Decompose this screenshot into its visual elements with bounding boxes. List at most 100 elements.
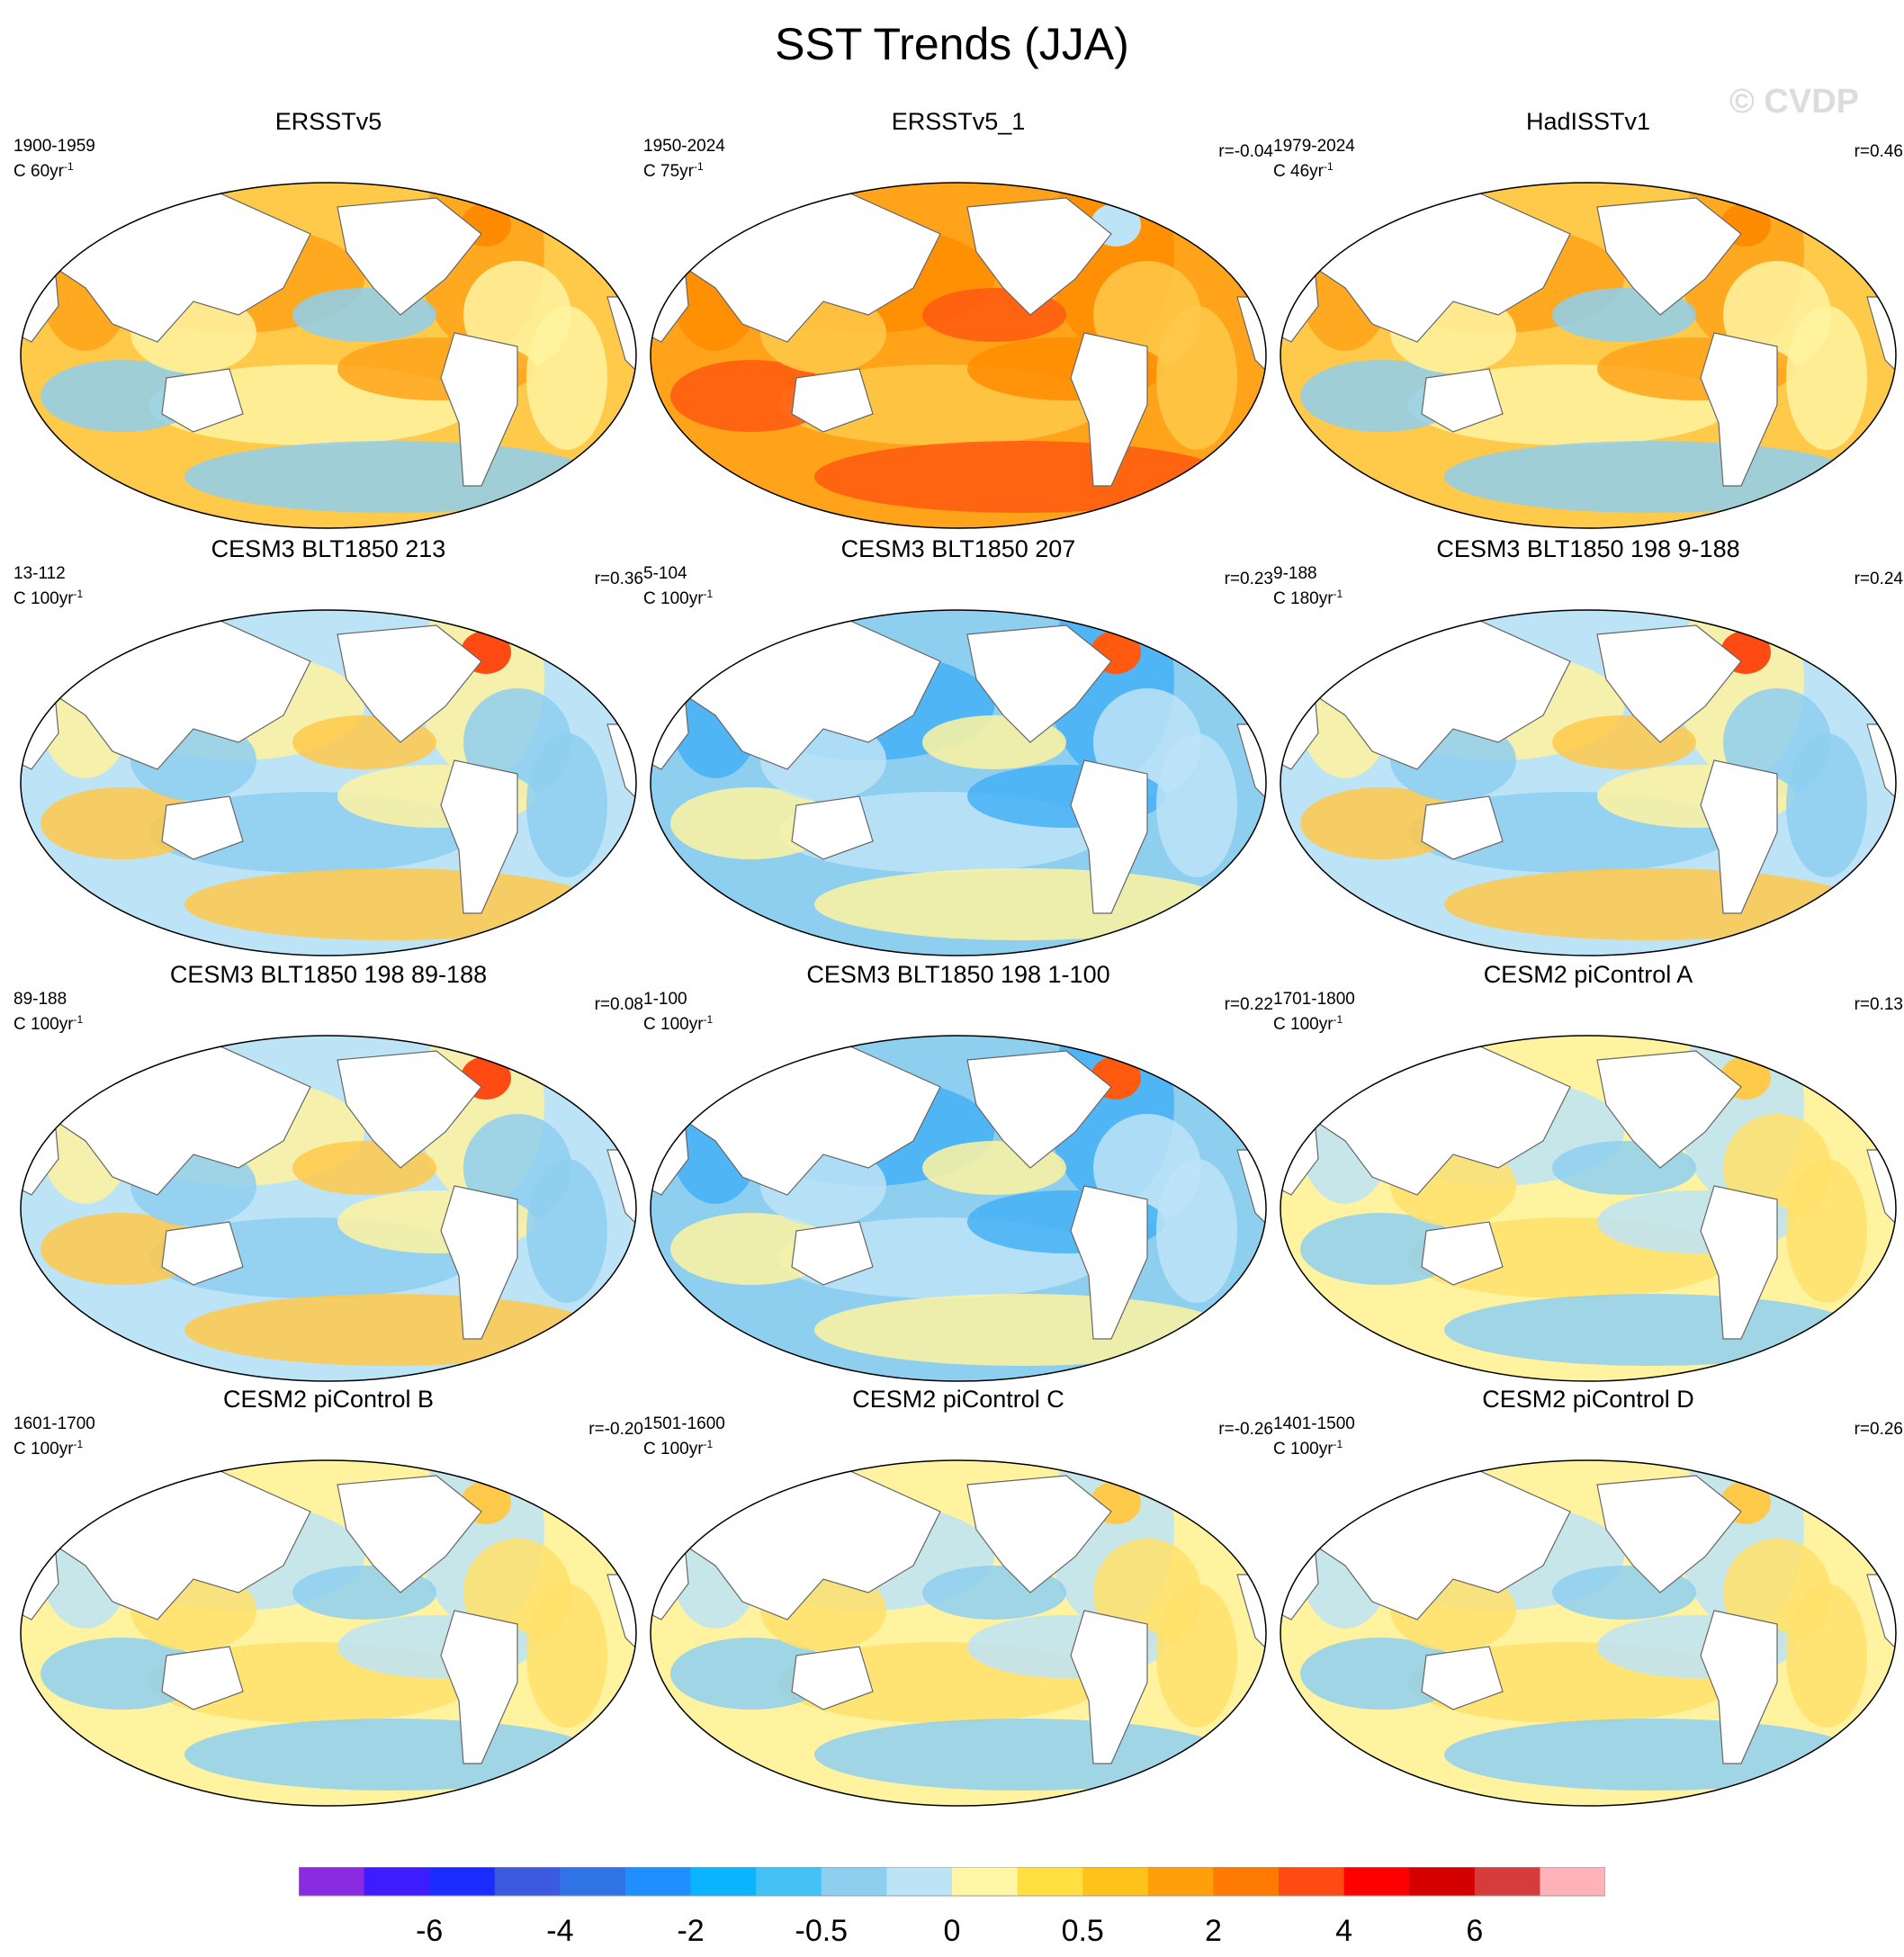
colorbar-swatch xyxy=(886,1867,953,1896)
land-mass xyxy=(1070,332,1148,487)
units-label: C xyxy=(1273,1440,1286,1459)
map-border xyxy=(1280,182,1897,529)
colorbar-outline xyxy=(299,1867,1605,1897)
sst-trend-map xyxy=(1280,1459,1897,1807)
field-region xyxy=(1444,1294,1858,1366)
units-label: C xyxy=(13,1015,26,1034)
colorbar-label: 0 xyxy=(944,1914,961,1948)
map-border xyxy=(650,609,1267,956)
land-mass xyxy=(161,795,244,860)
map-panel: CESM2 piControl A 1701-1800 C 100yr-1 r=0.1… xyxy=(1273,961,1903,1384)
land-mass xyxy=(337,197,482,316)
units-label: C xyxy=(643,162,656,181)
colorbar-swatch xyxy=(1017,1867,1083,1896)
colorbar-swatch xyxy=(1343,1867,1410,1896)
colorbar-label: -6 xyxy=(416,1914,443,1948)
panel-period: 1401-1500 xyxy=(1273,1414,1355,1433)
map-panel: CESM3 BLT1850 207 5-104 C 100yr-1 r=0.23 xyxy=(643,535,1273,958)
sst-trend-map xyxy=(20,609,637,956)
field-region xyxy=(1156,733,1237,877)
units-label: C xyxy=(643,1015,656,1034)
map-panel: CESM3 BLT1850 198 1-100 1-100 C 100yr-1 r=0… xyxy=(643,961,1273,1384)
field-region xyxy=(526,1584,607,1728)
panel-correlation: r=-0.20 xyxy=(588,1420,643,1439)
panel-title: HadISSTv1 xyxy=(1525,108,1651,135)
land-mass xyxy=(440,759,518,914)
land-mass xyxy=(966,1475,1112,1593)
field-region xyxy=(1156,306,1237,450)
map-panel: CESM3 BLT1850 213 13-112 C 100yr-1 r=0.36 xyxy=(13,535,643,958)
panel-title: CESM3 BLT1850 213 xyxy=(211,535,446,562)
colorbar-label: -0.5 xyxy=(795,1914,849,1948)
units-label: C xyxy=(643,1440,656,1459)
units-exponent: -1 xyxy=(703,1438,714,1450)
panel-units: C 100yr-1 xyxy=(643,584,713,609)
map-border xyxy=(1280,1035,1897,1382)
field-region xyxy=(1444,1719,1858,1791)
panel-units: C 100yr-1 xyxy=(643,1434,713,1459)
colorbar-swatch xyxy=(494,1867,561,1896)
land-mass xyxy=(161,368,244,433)
field-region xyxy=(184,441,598,513)
land-mass xyxy=(1421,795,1504,860)
map-border xyxy=(650,1035,1267,1382)
land-mass xyxy=(791,1646,874,1710)
colorbar-swatch xyxy=(756,1867,822,1896)
field-region xyxy=(814,1294,1228,1366)
colorbar-swatch xyxy=(1279,1867,1345,1896)
map-border xyxy=(1280,609,1897,956)
field-region xyxy=(814,868,1228,940)
panel-period: 1501-1600 xyxy=(643,1414,725,1433)
panel-correlation: r=0.24 xyxy=(1854,570,1903,588)
units-rate: 100yr xyxy=(31,1015,74,1034)
sst-trend-map xyxy=(1280,609,1897,956)
units-rate: 75yr xyxy=(660,162,694,181)
colorbar-swatch xyxy=(1147,1867,1214,1896)
map-border xyxy=(1280,1459,1897,1807)
land-mass xyxy=(1700,759,1778,914)
panel-correlation: r=0.26 xyxy=(1854,1420,1903,1439)
map-panel: HadISSTv1 1979-2024 C 46yr-1 r=0.46 xyxy=(1273,108,1903,531)
panel-correlation: r=0.22 xyxy=(1224,995,1273,1014)
colorbar-swatch xyxy=(299,1867,365,1896)
map-border xyxy=(20,182,637,529)
panel-correlation: r=0.36 xyxy=(594,570,643,588)
land-mass xyxy=(1700,332,1778,487)
field-region xyxy=(184,1719,598,1791)
panel-title: CESM2 piControl B xyxy=(222,1386,435,1413)
land-mass xyxy=(791,368,874,433)
units-rate: 100yr xyxy=(1290,1440,1334,1459)
land-mass xyxy=(440,1185,518,1340)
panel-units: C 60yr-1 xyxy=(13,157,74,182)
panel-title: ERSSTv5 xyxy=(274,108,382,135)
panel-correlation: r=-0.04 xyxy=(1218,142,1273,161)
sst-trend-map xyxy=(650,182,1267,529)
map-panel: ERSSTv5_1 1950-2024 C 75yr-1 r=-0.04 xyxy=(643,108,1273,531)
map-border xyxy=(20,1035,637,1382)
panel-correlation: r=0.13 xyxy=(1854,995,1903,1014)
sst-trend-map xyxy=(20,182,637,529)
land-mass xyxy=(1596,1475,1742,1593)
land-mass xyxy=(161,1646,244,1710)
units-exponent: -1 xyxy=(703,1013,714,1026)
units-exponent: -1 xyxy=(73,1438,84,1450)
units-label: C xyxy=(13,162,26,181)
map-panel: CESM2 piControl C 1501-1600 C 100yr-1 r=-0.… xyxy=(643,1386,1273,1809)
field-region xyxy=(526,306,607,450)
land-mass xyxy=(1596,1050,1742,1169)
panel-correlation: r=0.08 xyxy=(594,995,643,1014)
panel-units: C 100yr-1 xyxy=(13,584,83,609)
map-border xyxy=(20,1459,637,1807)
panel-units: C 75yr-1 xyxy=(643,157,704,182)
units-exponent: -1 xyxy=(63,160,74,173)
land-mass xyxy=(966,1050,1112,1169)
panel-units: C 100yr-1 xyxy=(13,1434,83,1459)
land-mass xyxy=(440,1610,518,1764)
land-mass xyxy=(1596,624,1742,743)
units-rate: 180yr xyxy=(1290,589,1334,608)
colorbar-swatch xyxy=(1474,1867,1540,1896)
panel-title: CESM3 BLT1850 198 89-188 xyxy=(169,961,488,988)
field-region xyxy=(184,868,598,940)
map-panel: ERSSTv5 1900-1959 C 60yr-1 xyxy=(13,108,643,531)
colorbar-label: -4 xyxy=(546,1914,573,1948)
